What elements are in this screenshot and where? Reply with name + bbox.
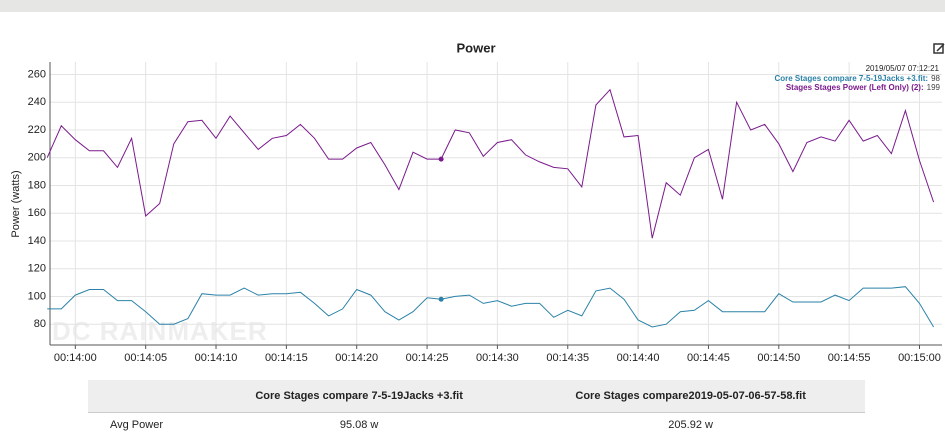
legend-name: Stages Stages Power (Left Only) (2) bbox=[786, 83, 921, 92]
y-tick-label: 260 bbox=[28, 68, 46, 80]
y-axis-label: Power (watts) bbox=[10, 170, 22, 237]
edit-icon[interactable] bbox=[934, 44, 944, 53]
legend-separator: : bbox=[921, 83, 924, 92]
x-tick-label: 00:14:40 bbox=[617, 352, 660, 364]
header-cell bbox=[88, 380, 202, 413]
x-tick-label: 00:14:45 bbox=[687, 352, 730, 364]
x-tick-label: 00:14:20 bbox=[335, 352, 378, 364]
y-tick-label: 80 bbox=[34, 318, 46, 330]
hover-marker bbox=[439, 157, 444, 162]
x-tick-label: 00:15:00 bbox=[898, 352, 941, 364]
legend-entry: Core Stages compare 7-5-19Jacks +3.fit:9… bbox=[774, 74, 940, 83]
y-tick-label: 200 bbox=[28, 152, 46, 164]
x-tick-label: 00:14:25 bbox=[406, 352, 449, 364]
x-tick-label: 00:14:00 bbox=[54, 352, 97, 364]
cell: 205.92 w bbox=[516, 413, 865, 437]
row: Avg Power 95.08 w 205.92 w bbox=[88, 413, 865, 437]
stats-table: Core Stages compare 7-5-19Jacks +3.fit C… bbox=[88, 380, 865, 437]
x-tick-label: 00:14:55 bbox=[828, 352, 871, 364]
y-tick-label: 220 bbox=[28, 124, 46, 136]
legend-entry: Stages Stages Power (Left Only) (2):199 bbox=[786, 83, 941, 92]
header-cell: Core Stages compare 7-5-19Jacks +3.fit bbox=[202, 380, 516, 413]
x-tick-label: 00:14:05 bbox=[124, 352, 167, 364]
watermark: DC RAINMAKER bbox=[52, 316, 268, 346]
cell: Avg Power bbox=[88, 413, 202, 437]
header-row: Core Stages compare 7-5-19Jacks +3.fit C… bbox=[88, 380, 865, 413]
legend-name: Core Stages compare 7-5-19Jacks +3.fit bbox=[774, 74, 925, 83]
chart-title: Power bbox=[456, 40, 495, 55]
y-tick-label: 240 bbox=[28, 96, 46, 108]
y-tick-label: 120 bbox=[28, 263, 46, 275]
legend-value: 199 bbox=[927, 83, 941, 92]
x-tick-label: 00:14:50 bbox=[757, 352, 800, 364]
hover-time: 2019/05/07 07:12:21 bbox=[866, 64, 940, 73]
x-tick-label: 00:14:15 bbox=[265, 352, 308, 364]
chart: Power Power (watts) DC RAINMAKER 80 100 12… bbox=[0, 0, 945, 378]
header-cell: Core Stages compare2019-05-07-06-57-58.f… bbox=[516, 380, 865, 413]
legend-separator: : bbox=[925, 74, 928, 83]
x-tick-label: 00:14:35 bbox=[546, 352, 589, 364]
series-line bbox=[47, 90, 933, 239]
hover-marker bbox=[439, 297, 444, 302]
y-tick-label: 100 bbox=[28, 290, 46, 302]
x-tick-label: 00:14:10 bbox=[195, 352, 238, 364]
y-tick-label: 140 bbox=[28, 235, 46, 247]
cell: 95.08 w bbox=[202, 413, 516, 437]
legend-value: 98 bbox=[931, 74, 940, 83]
top-strip bbox=[0, 0, 945, 12]
x-tick-label: 00:14:30 bbox=[476, 352, 519, 364]
y-tick-label: 160 bbox=[28, 207, 46, 219]
y-tick-label: 180 bbox=[28, 179, 46, 191]
